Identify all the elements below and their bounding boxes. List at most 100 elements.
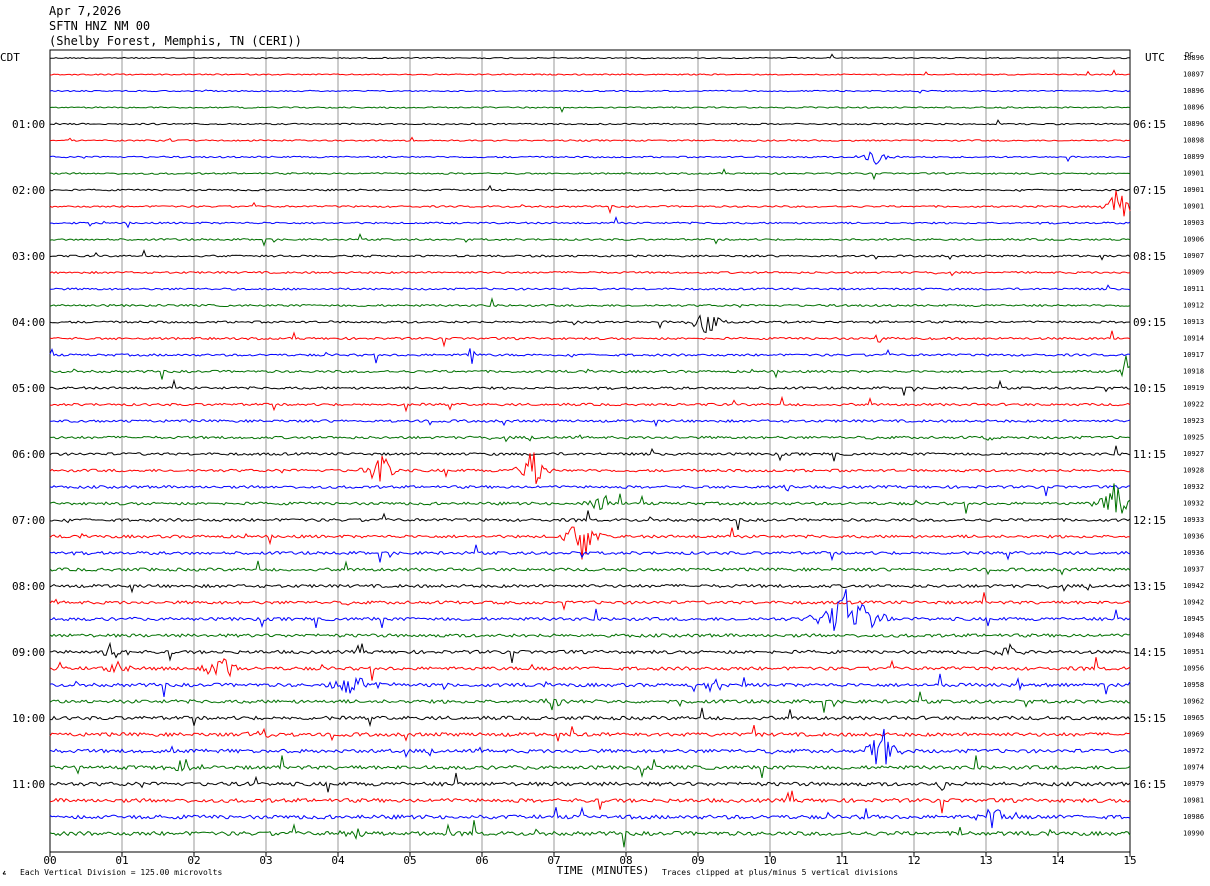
trace-line (49, 728, 1131, 765)
left-time-label: 06:00 (12, 448, 45, 461)
dc-offset-label: 10942 (1183, 599, 1204, 607)
trace-line (49, 657, 1131, 681)
right-time-label: 07:15 (1133, 184, 1166, 197)
dc-offset-label: 10965 (1183, 714, 1204, 722)
dc-offset-label: 10923 (1183, 417, 1204, 425)
right-time-label: 16:15 (1133, 778, 1166, 791)
left-time-label: 07:00 (12, 514, 45, 527)
trace-line (49, 633, 1131, 638)
dc-offset-label: 10927 (1183, 450, 1204, 458)
x-tick-label: 08 (619, 854, 632, 867)
trace-line (49, 216, 1131, 229)
right-time-label: 11:15 (1133, 448, 1166, 461)
dc-offset-label: 10962 (1183, 698, 1204, 706)
trace-line (49, 445, 1131, 462)
right-time-label: 14:15 (1133, 646, 1166, 659)
trace-line (49, 232, 1131, 247)
dc-offset-label: 10986 (1183, 813, 1204, 821)
trace-line (49, 89, 1131, 94)
trace-line (49, 589, 1131, 631)
dc-offset-label: 10911 (1183, 285, 1204, 293)
dc-offset-label: 10956 (1183, 665, 1204, 673)
x-tick-label: 04 (331, 854, 345, 867)
x-tick-label: 05 (403, 854, 416, 867)
dc-offset-label: 10896 (1183, 54, 1204, 62)
trace-line (49, 347, 1131, 364)
trace-line (49, 484, 1131, 497)
left-time-label: 10:00 (12, 712, 45, 725)
dc-offset-label: 10897 (1183, 71, 1204, 79)
trace-line (49, 168, 1131, 181)
dc-offset-label: 10896 (1183, 87, 1204, 95)
dc-offset-label: 10937 (1183, 566, 1204, 574)
right-time-label: 09:15 (1133, 316, 1166, 329)
trace-line (50, 434, 1131, 443)
dc-offset-label: 10945 (1183, 615, 1204, 623)
trace-line (49, 673, 1131, 697)
right-time-label: 12:15 (1133, 514, 1166, 527)
dc-offset-label: 10933 (1183, 516, 1204, 524)
trace-line (49, 314, 1131, 334)
trace-line (49, 560, 1131, 576)
x-tick-label: 06 (475, 854, 488, 867)
dc-offset-label: 10942 (1183, 582, 1204, 590)
dc-offset-label: 10932 (1183, 483, 1204, 491)
dc-offset-label: 10913 (1183, 318, 1204, 326)
trace-line (49, 483, 1131, 514)
dc-offset-label: 10901 (1183, 170, 1204, 178)
dc-offset-label: 10928 (1183, 467, 1204, 475)
x-tick-label: 12 (907, 854, 920, 867)
trace-line (49, 330, 1131, 348)
dc-offset-label: 10925 (1183, 434, 1204, 442)
dc-offset-label: 10922 (1183, 401, 1204, 409)
dc-offset-label: 10936 (1183, 549, 1204, 557)
trace-line (50, 707, 1131, 728)
trace-line (49, 395, 1131, 413)
dc-offset-label: 10901 (1183, 186, 1204, 194)
trace-line (49, 136, 1131, 142)
x-tick-label: 15 (1123, 854, 1136, 867)
date-label: Apr 7,2026 (49, 4, 122, 18)
right-time-label: 13:15 (1133, 580, 1166, 593)
dc-offset-label: 10901 (1183, 203, 1204, 211)
trace-line (50, 119, 1131, 126)
dc-offset-label: 10932 (1183, 500, 1204, 508)
dc-offset-label: 10969 (1183, 731, 1204, 739)
dc-offset-label: 10909 (1183, 269, 1204, 277)
dc-offset-label: 10917 (1183, 351, 1204, 359)
x-tick-label: 11 (835, 854, 848, 867)
dc-offset-label: 10936 (1183, 533, 1204, 541)
trace-line (49, 249, 1131, 261)
trace-line (49, 378, 1131, 396)
left-axis-label: CDT (0, 51, 20, 64)
dc-offset-label: 10990 (1183, 830, 1204, 838)
trace-line (49, 583, 1131, 594)
trace-line (49, 592, 1131, 611)
left-time-label: 03:00 (12, 250, 45, 263)
right-time-label: 06:15 (1133, 118, 1166, 131)
right-time-label: 10:15 (1133, 382, 1166, 395)
trace-line (49, 790, 1131, 814)
dc-offset-label: 10912 (1183, 302, 1204, 310)
trace-line (49, 69, 1131, 76)
left-time-label: 01:00 (12, 118, 45, 131)
trace-line (49, 820, 1131, 848)
x-tick-label: 14 (1051, 854, 1065, 867)
trace-line (49, 806, 1131, 829)
x-tick-label: 10 (763, 854, 776, 867)
trace-line (49, 151, 1131, 165)
dc-offset-label: 10951 (1183, 648, 1204, 656)
clip-note: Traces clipped at plus/minus 5 vertical … (662, 868, 898, 877)
left-time-label: 02:00 (12, 184, 45, 197)
dc-offset-label: 10906 (1183, 236, 1204, 244)
dc-offset-label: 10914 (1183, 335, 1204, 343)
x-tick-label: 09 (691, 854, 704, 867)
trace-line (49, 510, 1131, 531)
trace-line (49, 355, 1131, 380)
trace-line (50, 53, 1131, 60)
trace-line (49, 526, 1131, 560)
right-axis-label: UTC (1145, 51, 1165, 64)
x-tick-label: 07 (547, 854, 560, 867)
trace-line (49, 106, 1131, 114)
trace-line (49, 641, 1131, 663)
